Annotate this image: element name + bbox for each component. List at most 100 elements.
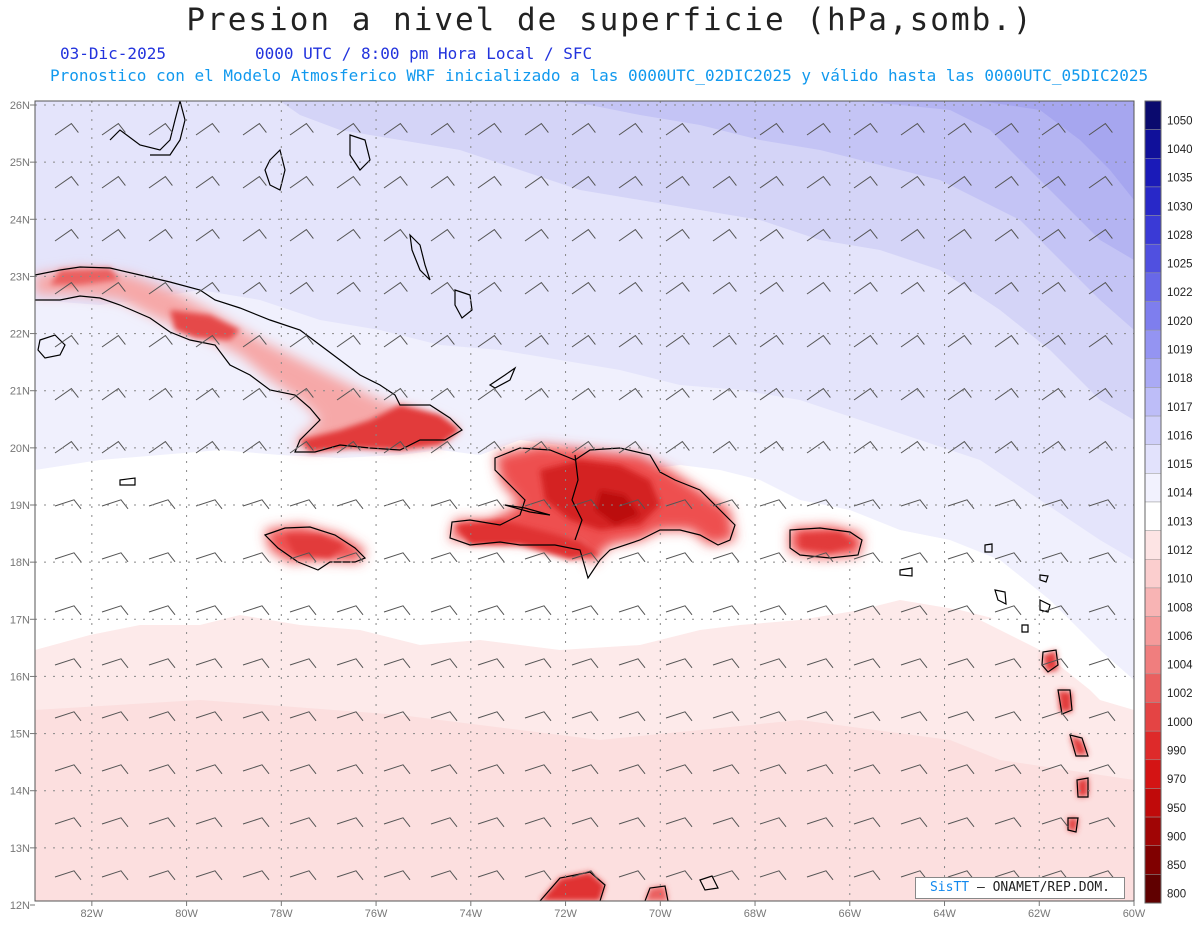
colorbar-label: 1035 — [1167, 173, 1193, 185]
wind-barb — [430, 870, 458, 881]
wind-barb — [759, 499, 787, 510]
wind-barb — [618, 499, 646, 510]
wind-barb — [853, 658, 881, 669]
map-field — [35, 101, 1134, 901]
lat-label: 18N — [10, 557, 30, 569]
wind-barb — [947, 334, 972, 348]
wind-barb — [195, 658, 223, 669]
wind-barb — [900, 334, 925, 348]
colorbar-label: 1012 — [1167, 545, 1193, 557]
wind-barb — [1041, 228, 1066, 242]
wind-barb — [242, 552, 270, 563]
wind-barb — [618, 605, 646, 616]
wind-barb — [383, 387, 408, 401]
wind-barb — [101, 281, 126, 295]
colorbar-swatch — [1144, 874, 1162, 904]
colorbar-swatch — [1144, 702, 1162, 732]
wind-barb — [806, 870, 834, 881]
lat-label: 25N — [10, 157, 30, 169]
wind-barb — [947, 658, 975, 669]
wind-barb — [524, 870, 552, 881]
wind-barb — [242, 711, 270, 722]
colorbar: 1050 1040 1035 1030 1028 1025 1022 1020 1019 1018… — [1144, 100, 1193, 904]
wind-barb — [806, 122, 831, 136]
wind-barb — [900, 711, 928, 722]
colorbar-swatch — [1144, 530, 1162, 560]
wind-barb — [759, 605, 787, 616]
colorbar-swatch — [1144, 301, 1162, 331]
lon-label: 70W — [649, 908, 672, 920]
wind-barb — [336, 658, 364, 669]
wind-barb — [1088, 605, 1116, 616]
wind-barb — [759, 764, 787, 775]
wind-barb — [853, 122, 878, 136]
wind-barb — [759, 870, 787, 881]
lat-label: 17N — [10, 614, 30, 626]
wind-barb — [336, 764, 364, 775]
wind-barb — [336, 870, 364, 881]
wind-barb — [947, 552, 975, 563]
colorbar-swatch — [1144, 358, 1162, 388]
colorbar-label: 970 — [1167, 774, 1186, 786]
wind-barb — [712, 870, 740, 881]
wind-barb — [336, 440, 361, 454]
colorbar-label: 850 — [1167, 860, 1186, 872]
colorbar-swatch — [1144, 129, 1162, 159]
wind-barb — [665, 605, 693, 616]
chart-title: Presion a nivel de superficie (hPa,somb.… — [186, 2, 1034, 38]
wind-barb — [947, 605, 975, 616]
wind-barb — [900, 764, 928, 775]
wind-barb — [900, 387, 925, 401]
wind-barb — [1041, 658, 1069, 669]
wind-barb — [806, 605, 834, 616]
wind-barb — [242, 175, 267, 189]
wind-barb — [195, 552, 223, 563]
wind-barb — [148, 817, 176, 828]
wind-barb — [148, 175, 173, 189]
forecast-time: 0000 UTC / 8:00 pm Hora Local / SFC — [255, 44, 593, 63]
wind-barb — [383, 764, 411, 775]
wind-barb — [477, 499, 505, 510]
wind-barb — [900, 658, 928, 669]
wind-barb — [289, 440, 314, 454]
wind-barb — [289, 711, 317, 722]
wind-barb — [195, 817, 223, 828]
wind-barb — [477, 334, 502, 348]
wind-barb — [1041, 122, 1066, 136]
wind-barb — [571, 817, 599, 828]
colorbar-label: 1000 — [1167, 717, 1193, 729]
wind-barb — [994, 122, 1019, 136]
lon-label: 62W — [1028, 908, 1051, 920]
wind-barb — [571, 499, 599, 510]
forecast-date: 03-Dic-2025 — [60, 44, 166, 63]
wind-barb — [195, 605, 223, 616]
lat-label: 23N — [10, 271, 30, 283]
colorbar-label: 1015 — [1167, 459, 1193, 471]
wind-barb — [571, 387, 596, 401]
wind-barb — [101, 552, 129, 563]
wind-barb — [54, 499, 82, 510]
wind-barb — [101, 711, 129, 722]
wind-barb — [242, 440, 267, 454]
colorbar-label: 1013 — [1167, 516, 1193, 528]
wind-barb — [1041, 605, 1069, 616]
wind-barb — [524, 281, 549, 295]
colorbar-swatch — [1144, 158, 1162, 188]
wind-barb — [571, 175, 596, 189]
wind-barb — [430, 711, 458, 722]
wind-barb — [477, 175, 502, 189]
wind-barb — [665, 552, 693, 563]
wind-barb — [148, 552, 176, 563]
colorbar-swatch — [1144, 501, 1162, 531]
lon-label: 80W — [175, 908, 198, 920]
wind-barb — [242, 387, 267, 401]
grid-dots — [35, 101, 1134, 901]
colorbar-label: 1018 — [1167, 373, 1193, 385]
wind-barb — [101, 122, 126, 136]
wind-barb — [853, 440, 878, 454]
wind-barb — [900, 122, 925, 136]
wind-barb — [430, 334, 455, 348]
wind-barb — [759, 281, 784, 295]
colorbar-swatch — [1144, 415, 1162, 445]
wind-barb — [54, 387, 79, 401]
